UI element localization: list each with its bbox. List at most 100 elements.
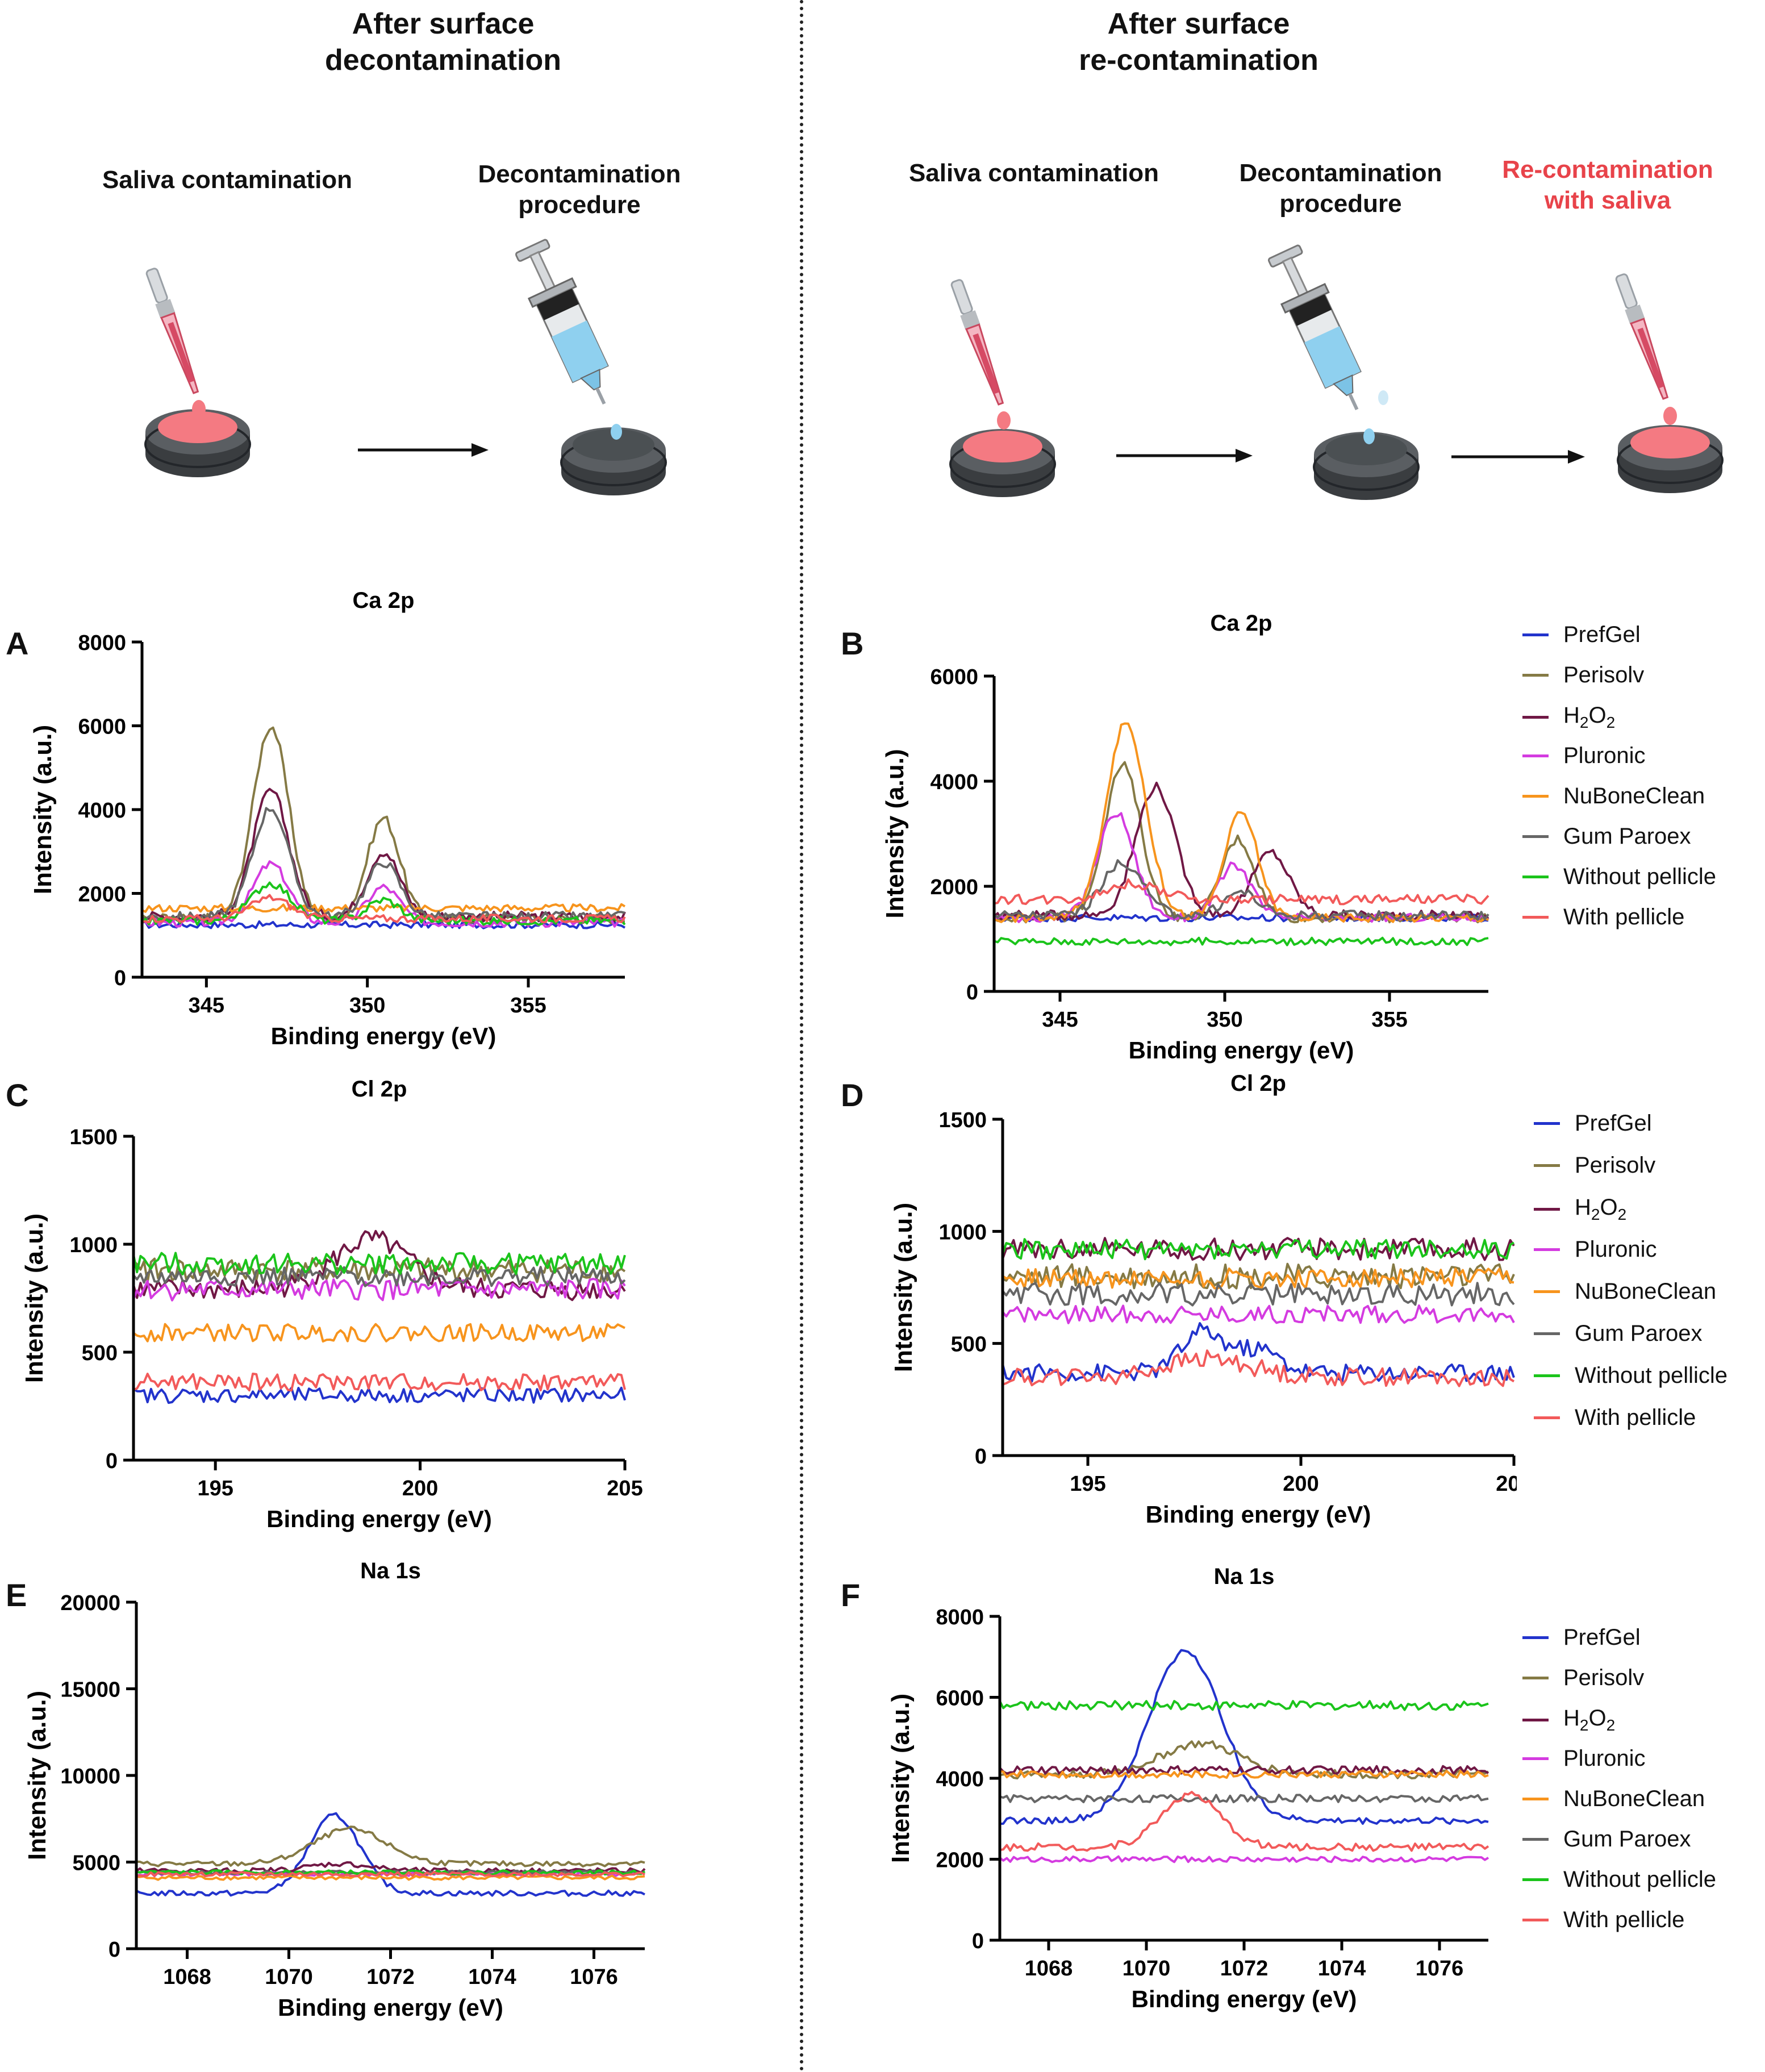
x-tick-label: 1072 — [366, 1965, 415, 1989]
right-syringe-icon — [1261, 241, 1388, 444]
legend-item: Gum Paroex — [1522, 1827, 1691, 1852]
panel-letter-C: C — [6, 1077, 29, 1113]
x-tick-label: 205 — [607, 1477, 642, 1500]
series-line-with-pellicle — [141, 894, 626, 924]
right-step-1-label: Saliva contamination — [863, 158, 1204, 189]
y-axis-label: Intensity (a.u.) — [890, 1203, 917, 1372]
x-tick-label: 1072 — [1220, 1957, 1269, 1981]
y-tick-label: 1000 — [938, 1220, 987, 1244]
panel-letter-A: A — [6, 626, 29, 661]
x-tick-label: 1070 — [1123, 1957, 1171, 1981]
legend-item: Perisolv — [1534, 1153, 1655, 1178]
legend-swatch — [1534, 1164, 1560, 1167]
y-tick-label: 500 — [951, 1333, 987, 1357]
legend-label: Pluronic — [1563, 743, 1646, 768]
right-step-3-line1: Re-contamination — [1502, 156, 1713, 184]
x-tick-label: 195 — [1070, 1472, 1105, 1496]
legend-swatch — [1522, 716, 1549, 719]
series-line-nuboneclean — [994, 722, 1489, 923]
x-tick-label: 345 — [1042, 1008, 1078, 1032]
legend-swatch — [1522, 876, 1549, 878]
series-line-pluronic — [999, 1855, 1489, 1863]
x-tick-label: 355 — [510, 994, 546, 1018]
chart-title: Cl 2p — [1230, 1071, 1286, 1096]
left-step-2-line1: Decontamination — [478, 160, 681, 188]
legend-swatch — [1522, 1757, 1549, 1760]
y-axis-label: Intensity (a.u.) — [20, 1214, 48, 1383]
x-tick-label: 355 — [1371, 1008, 1407, 1032]
legend-item: Perisolv — [1522, 662, 1644, 688]
legend-label: Gum Paroex — [1563, 1827, 1691, 1852]
legend-swatch — [1522, 1878, 1549, 1881]
legend-label: Gum Paroex — [1575, 1321, 1703, 1346]
legend-swatch — [1522, 1919, 1549, 1921]
panel-letter-F: F — [841, 1577, 861, 1613]
x-tick-label: 200 — [1283, 1472, 1318, 1496]
left-column-title-line2: decontamination — [324, 44, 562, 77]
panel-letter-B: B — [841, 626, 864, 661]
chart-ca2p-decontamination: Ca 2p 0 2000 4000 6000 8000 345 350 355 Binding e… — [29, 588, 626, 1049]
legend-swatch — [1522, 1677, 1549, 1679]
legend-swatch — [1534, 1248, 1560, 1251]
legend-swatch — [1522, 1636, 1549, 1639]
series-line-gum-paroex — [132, 1266, 626, 1287]
series-line-prefgel — [132, 1386, 626, 1404]
y-tick-label: 0 — [106, 1449, 118, 1473]
legend-label: With pellicle — [1575, 1405, 1696, 1430]
y-tick-label: 0 — [972, 1929, 984, 1953]
y-tick-label: 5000 — [72, 1852, 120, 1875]
legend-label: PrefGel — [1563, 1625, 1641, 1650]
y-tick-label: 0 — [114, 966, 126, 990]
legend-item: NuBoneClean — [1522, 783, 1705, 809]
series-line-pluronic — [132, 1277, 626, 1302]
x-tick-label: 200 — [402, 1477, 438, 1500]
series-line-without-pellicle — [1002, 1238, 1515, 1261]
legend-item: PrefGel — [1522, 622, 1641, 648]
series-line-with-pellicle — [1002, 1349, 1515, 1387]
legend-item: H2O2 — [1522, 703, 1615, 732]
y-tick-label: 2000 — [930, 876, 978, 899]
y-tick-label: 1500 — [938, 1108, 987, 1132]
chart-title: Ca 2p — [1211, 611, 1272, 636]
x-axis-label: Binding energy (eV) — [266, 1506, 492, 1532]
legend-swatch — [1534, 1374, 1560, 1377]
y-tick-label: 8000 — [78, 631, 126, 655]
right-column-title-line1: After surface — [1107, 7, 1290, 40]
series-line-pluronic — [1002, 1304, 1515, 1324]
legend-label: Perisolv — [1563, 662, 1645, 687]
left-column-title-line1: After surface — [352, 7, 535, 40]
series-line-perisolv — [994, 761, 1489, 924]
legend-label: NuBoneClean — [1563, 783, 1705, 808]
x-tick-label: 1068 — [163, 1965, 211, 1989]
series-line-nuboneclean — [1002, 1267, 1514, 1290]
right-step-1-line1: Saliva contamination — [908, 159, 1159, 187]
series-line-prefgel — [999, 1649, 1489, 1825]
legend-item: NuBoneClean — [1522, 1786, 1705, 1812]
right-pipette-icon — [950, 278, 1011, 430]
y-tick-label: 0 — [109, 1938, 120, 1962]
y-tick-label: 4000 — [78, 799, 126, 823]
right-step-3-line2: with saliva — [1544, 186, 1671, 214]
legend-item: Pluronic — [1534, 1237, 1657, 1262]
x-axis-label: Binding energy (eV) — [1129, 1037, 1354, 1064]
legend-label: H2O2 — [1563, 1706, 1616, 1734]
right-step-2-line2: procedure — [1279, 190, 1402, 218]
legend-swatch — [1522, 1798, 1549, 1800]
x-tick-label: 1076 — [1416, 1957, 1464, 1981]
x-tick-label: 195 — [197, 1477, 233, 1500]
series-line-gum-paroex — [993, 859, 1489, 922]
x-tick-label: 1070 — [265, 1965, 313, 1989]
chart-title: Cl 2p — [352, 1077, 407, 1102]
legend-item: Pluronic — [1522, 743, 1646, 769]
series-line-gum-paroex — [141, 807, 625, 922]
legend-panel-F: PrefGel Perisolv H2O2 Pluronic NuBoneClean Gu… — [1522, 1625, 1761, 1954]
y-tick-label: 1500 — [69, 1125, 118, 1149]
legend-item: With pellicle — [1522, 904, 1684, 930]
left-pipette-icon — [145, 266, 206, 418]
legend-item: H2O2 — [1522, 1706, 1615, 1735]
panel-letter-E: E — [6, 1577, 27, 1613]
series-line-perisolv — [132, 1257, 626, 1283]
left-syringe-icon — [508, 235, 627, 440]
legend-item: NuBoneClean — [1534, 1279, 1716, 1304]
legend-item: PrefGel — [1534, 1111, 1652, 1136]
